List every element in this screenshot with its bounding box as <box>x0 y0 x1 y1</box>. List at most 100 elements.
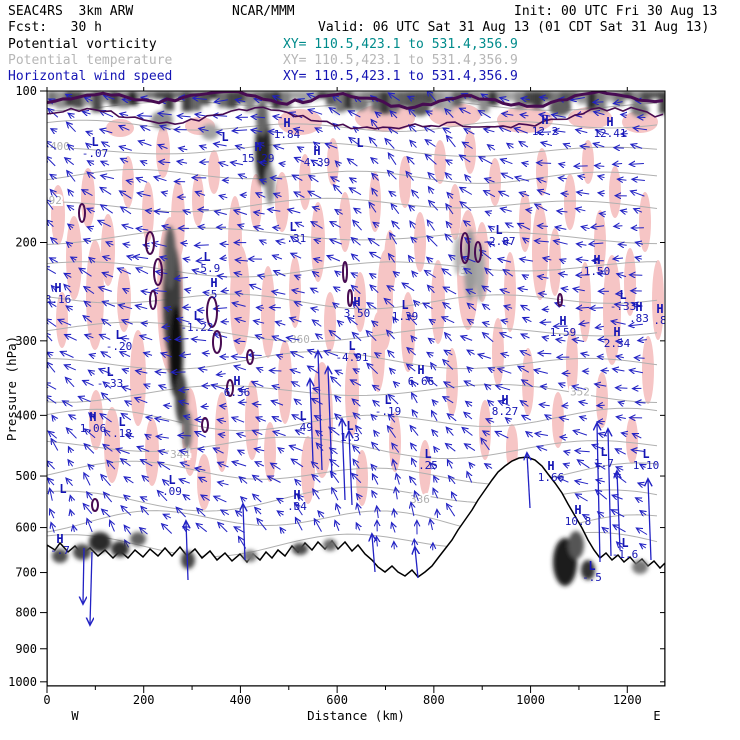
field-xy-horizontal-wind-speed: XY= 110.5,423.1 to 531.4,356.9 <box>283 69 518 84</box>
svg-text:H: H <box>313 144 320 158</box>
svg-text:1.84: 1.84 <box>274 128 301 141</box>
init-time: Init: 00 UTC Fri 30 Aug 13 <box>514 4 718 19</box>
svg-text:1000: 1000 <box>516 693 545 707</box>
svg-text:H: H <box>547 459 554 473</box>
svg-text:-2.87: -2.87 <box>482 235 515 248</box>
svg-text:H: H <box>541 113 548 127</box>
svg-text:L: L <box>289 220 296 234</box>
axis-labels: 100 200 300 400 500 600 700 800 900 1000 0 200 400 60… <box>4 84 661 723</box>
svg-text:-.19: -.19 <box>375 405 402 418</box>
svg-text:600: 600 <box>15 521 37 535</box>
svg-text:H: H <box>613 325 620 339</box>
svg-text:-1.6: -1.6 <box>612 548 639 561</box>
svg-text:L: L <box>401 298 408 312</box>
svg-text:L: L <box>356 136 363 150</box>
valid-time: Valid: 06 UTC Sat 31 Aug 13 (01 CDT Sat … <box>318 20 710 35</box>
svg-text:H: H <box>417 363 424 377</box>
svg-text:H: H <box>89 410 96 424</box>
svg-text:H: H <box>353 295 360 309</box>
svg-text:L: L <box>106 365 113 379</box>
svg-text:L: L <box>118 415 125 429</box>
svg-text:400: 400 <box>230 693 252 707</box>
svg-text:800: 800 <box>423 693 445 707</box>
svg-text:600: 600 <box>326 693 348 707</box>
svg-text:352: 352 <box>570 385 590 398</box>
wind-arrows-layer <box>47 91 648 551</box>
svg-text:.8: .8 <box>653 314 666 327</box>
terrain-profile <box>47 456 665 686</box>
svg-text:-.07: -.07 <box>82 147 109 160</box>
y-axis-title: Pressure (hPa) <box>4 336 19 441</box>
svg-text:.25: .25 <box>418 459 438 472</box>
svg-text:8.27: 8.27 <box>492 405 519 418</box>
svg-text:3.50: 3.50 <box>344 307 371 320</box>
svg-text:-.5: -.5 <box>582 571 602 584</box>
svg-text:10.8: 10.8 <box>565 515 592 528</box>
svg-text:-.20: -.20 <box>106 340 133 353</box>
svg-text:400: 400 <box>50 140 70 153</box>
svg-text:H: H <box>635 300 642 314</box>
svg-text:L: L <box>91 135 98 149</box>
field-xy-potential-temperature: XY= 110.5,423.1 to 531.4,356.9 <box>283 53 518 68</box>
svg-text:1.39: 1.39 <box>392 310 419 323</box>
svg-text:1.50: 1.50 <box>584 265 611 278</box>
svg-text:H: H <box>574 503 581 517</box>
field-label-potential-temperature: Potential temperature <box>8 53 173 68</box>
svg-text:15.29: 15.29 <box>241 152 274 165</box>
svg-text:L: L <box>495 223 502 237</box>
x-axis-title: Distance (km) <box>307 708 405 723</box>
svg-text:700: 700 <box>15 566 37 580</box>
svg-text:L: L <box>203 250 210 264</box>
svg-text:L: L <box>348 339 355 353</box>
svg-text:H: H <box>293 488 300 502</box>
svg-text:H: H <box>254 140 261 154</box>
ground-cloud-layer <box>52 531 648 586</box>
svg-text:H: H <box>233 374 240 388</box>
svg-text:-4.91: -4.91 <box>335 351 368 364</box>
svg-text:L: L <box>168 473 175 487</box>
svg-text:H: H <box>56 532 63 546</box>
plot-header: SEAC4RS 3km ARW NCAR/MMM Init: 00 UTC Fr… <box>0 0 740 90</box>
svg-text:H: H <box>54 281 61 295</box>
svg-text:500: 500 <box>15 469 37 483</box>
svg-text:.34: .34 <box>287 500 307 513</box>
svg-text:-.33: -.33 <box>610 300 637 313</box>
svg-text:H: H <box>606 115 613 129</box>
svg-text:6.36: 6.36 <box>224 386 251 399</box>
svg-text:1.3: 1.3 <box>340 431 360 444</box>
svg-text:L: L <box>642 447 649 461</box>
svg-text:L: L <box>621 536 628 550</box>
svg-text:1.59: 1.59 <box>550 326 577 339</box>
svg-text:.09: .09 <box>162 485 182 498</box>
svg-text:4.39: 4.39 <box>304 156 331 169</box>
svg-text:L: L <box>59 482 66 496</box>
svg-text:.83: .83 <box>629 312 649 325</box>
svg-text:336: 336 <box>410 493 430 506</box>
plot-content: 400392376360352344336328LH1.84H15.29H4.3… <box>45 91 666 686</box>
svg-text:12.41: 12.41 <box>593 127 626 140</box>
svg-text:-.7: -.7 <box>50 544 70 557</box>
svg-text:8.16: 8.16 <box>45 293 72 306</box>
svg-text:1.10: 1.10 <box>633 459 660 472</box>
svg-text:H: H <box>501 393 508 407</box>
svg-text:-1.22: -1.22 <box>180 321 213 334</box>
svg-text:-.31: -.31 <box>280 232 307 245</box>
forecast-hour: Fcst: 30 h <box>8 20 102 35</box>
svg-text:-.33: -.33 <box>97 377 124 390</box>
svg-text:100: 100 <box>15 84 37 98</box>
east-end-label: E <box>653 709 660 723</box>
svg-text:300: 300 <box>15 334 37 348</box>
svg-text:5: 5 <box>211 288 218 301</box>
west-end-label: W <box>71 709 79 723</box>
svg-text:200: 200 <box>133 693 155 707</box>
svg-text:L: L <box>346 419 353 433</box>
svg-text:200: 200 <box>15 235 37 249</box>
svg-text:800: 800 <box>15 606 37 620</box>
svg-text:L: L <box>424 447 431 461</box>
svg-text:L: L <box>619 288 626 302</box>
svg-text:H: H <box>283 116 290 130</box>
svg-text:H: H <box>210 276 217 290</box>
svg-text:900: 900 <box>15 642 37 656</box>
svg-text:H: H <box>656 302 663 316</box>
svg-text:1200: 1200 <box>613 693 642 707</box>
